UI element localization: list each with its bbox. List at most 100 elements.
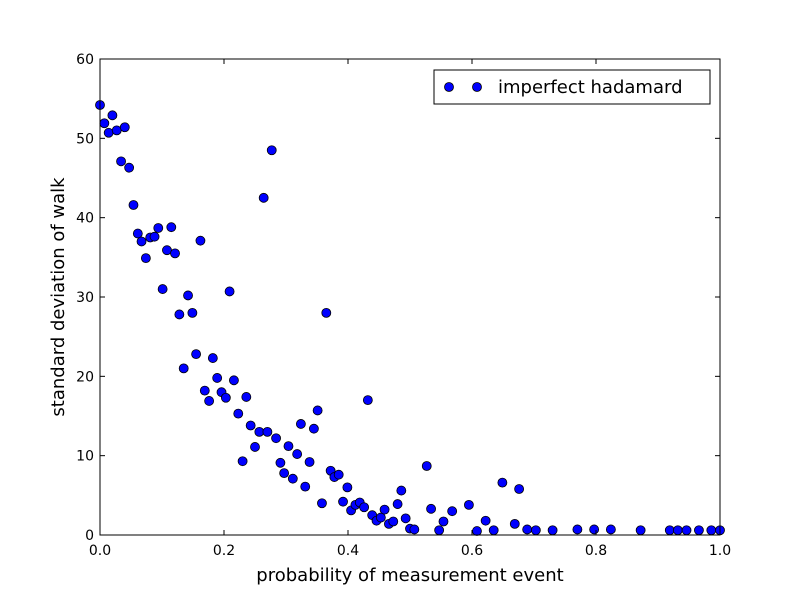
- data-point: [275, 457, 286, 468]
- data-point: [241, 392, 252, 402]
- data-point: [706, 525, 717, 536]
- y-tick-label: 20: [76, 369, 94, 385]
- data-point: [224, 286, 235, 297]
- legend: imperfect hadamard: [433, 69, 711, 105]
- y-tick-label: 50: [76, 131, 94, 147]
- data-point: [174, 309, 185, 320]
- data-point: [438, 516, 449, 527]
- data-point: [317, 498, 327, 509]
- data-point: [664, 525, 675, 536]
- data-point: [694, 525, 704, 536]
- data-point: [681, 525, 692, 536]
- data-point: [463, 499, 474, 510]
- data-point: [509, 518, 520, 529]
- data-point: [128, 200, 139, 210]
- data-point: [237, 456, 248, 467]
- x-tick-label: 0.6: [461, 543, 483, 559]
- data-point: [287, 473, 298, 484]
- data-point: [379, 504, 390, 515]
- data-point: [672, 525, 683, 536]
- data-point: [116, 156, 126, 167]
- data-point: [178, 363, 189, 374]
- data-point: [342, 482, 353, 493]
- data-point: [229, 375, 239, 386]
- data-point: [191, 349, 202, 360]
- data-point: [187, 307, 198, 318]
- data-point: [111, 125, 122, 136]
- data-point: [212, 373, 223, 383]
- data-point: [254, 426, 265, 437]
- x-axis-label: probability of measurement event: [256, 565, 563, 586]
- data-point: [388, 516, 399, 527]
- data-point: [522, 524, 533, 535]
- data-point: [207, 353, 218, 363]
- data-point: [605, 524, 616, 535]
- data-point: [99, 118, 110, 129]
- data-point: [338, 496, 348, 507]
- data-point: [119, 122, 130, 133]
- data-point: [262, 426, 273, 437]
- data-point: [195, 235, 206, 246]
- data-point: [333, 469, 344, 480]
- data-point: [295, 419, 306, 429]
- data-point: [514, 484, 525, 494]
- data-point: [292, 449, 303, 459]
- data-point: [300, 481, 311, 492]
- data-point: [199, 385, 210, 396]
- data-point: [472, 526, 482, 536]
- x-tick-label: 0.0: [89, 543, 111, 559]
- data-point: [426, 503, 436, 514]
- data-point: [434, 525, 445, 536]
- data-point: [321, 307, 332, 318]
- data-point: [447, 506, 458, 517]
- y-axis-label: standard deviation of walk: [48, 177, 69, 417]
- data-point: [166, 222, 177, 233]
- y-tick-label: 30: [76, 290, 94, 306]
- data-point: [258, 192, 269, 203]
- y-tick-label: 10: [76, 449, 94, 465]
- data-point: [103, 127, 114, 138]
- x-tick-label: 0.4: [337, 543, 359, 559]
- data-point: [204, 396, 215, 406]
- data-point: [497, 477, 508, 488]
- data-point: [220, 392, 231, 403]
- data-point: [547, 525, 558, 536]
- data-point: [170, 248, 180, 259]
- data-point: [140, 253, 151, 264]
- data-point: [149, 231, 160, 242]
- x-tick-label: 0.8: [585, 543, 607, 559]
- data-point: [279, 468, 290, 479]
- legend-marker: [444, 82, 454, 92]
- data-point: [421, 461, 432, 471]
- x-tick-label: 0.2: [213, 543, 235, 559]
- data-point: [132, 228, 143, 239]
- data-point: [480, 515, 491, 526]
- data-point: [308, 423, 319, 434]
- data-point: [375, 512, 386, 523]
- data-point: [409, 524, 420, 535]
- data-point: [635, 525, 646, 536]
- data-point: [362, 395, 373, 406]
- y-axis-ticks: 0 10 20 30 40 50 60: [76, 52, 720, 544]
- data-point: [312, 405, 323, 416]
- y-tick-label: 60: [76, 52, 94, 68]
- data-point: [162, 245, 172, 256]
- data-point: [271, 433, 281, 444]
- x-axis-ticks: 0.0 0.2 0.4 0.6 0.8 1.0: [89, 59, 731, 559]
- plot-frame: [99, 58, 721, 536]
- data-points: [95, 100, 725, 536]
- y-tick-label: 0: [85, 528, 94, 544]
- x-tick-label: 1.0: [709, 543, 731, 559]
- data-point: [400, 513, 411, 524]
- data-point: [266, 145, 277, 156]
- data-point: [359, 502, 370, 513]
- data-point: [107, 110, 118, 121]
- data-point: [283, 441, 294, 452]
- legend-label: imperfect hadamard: [498, 77, 683, 98]
- data-point: [136, 236, 147, 247]
- data-point: [572, 524, 583, 535]
- data-point: [153, 223, 164, 233]
- data-point: [530, 525, 541, 536]
- data-point: [157, 284, 168, 294]
